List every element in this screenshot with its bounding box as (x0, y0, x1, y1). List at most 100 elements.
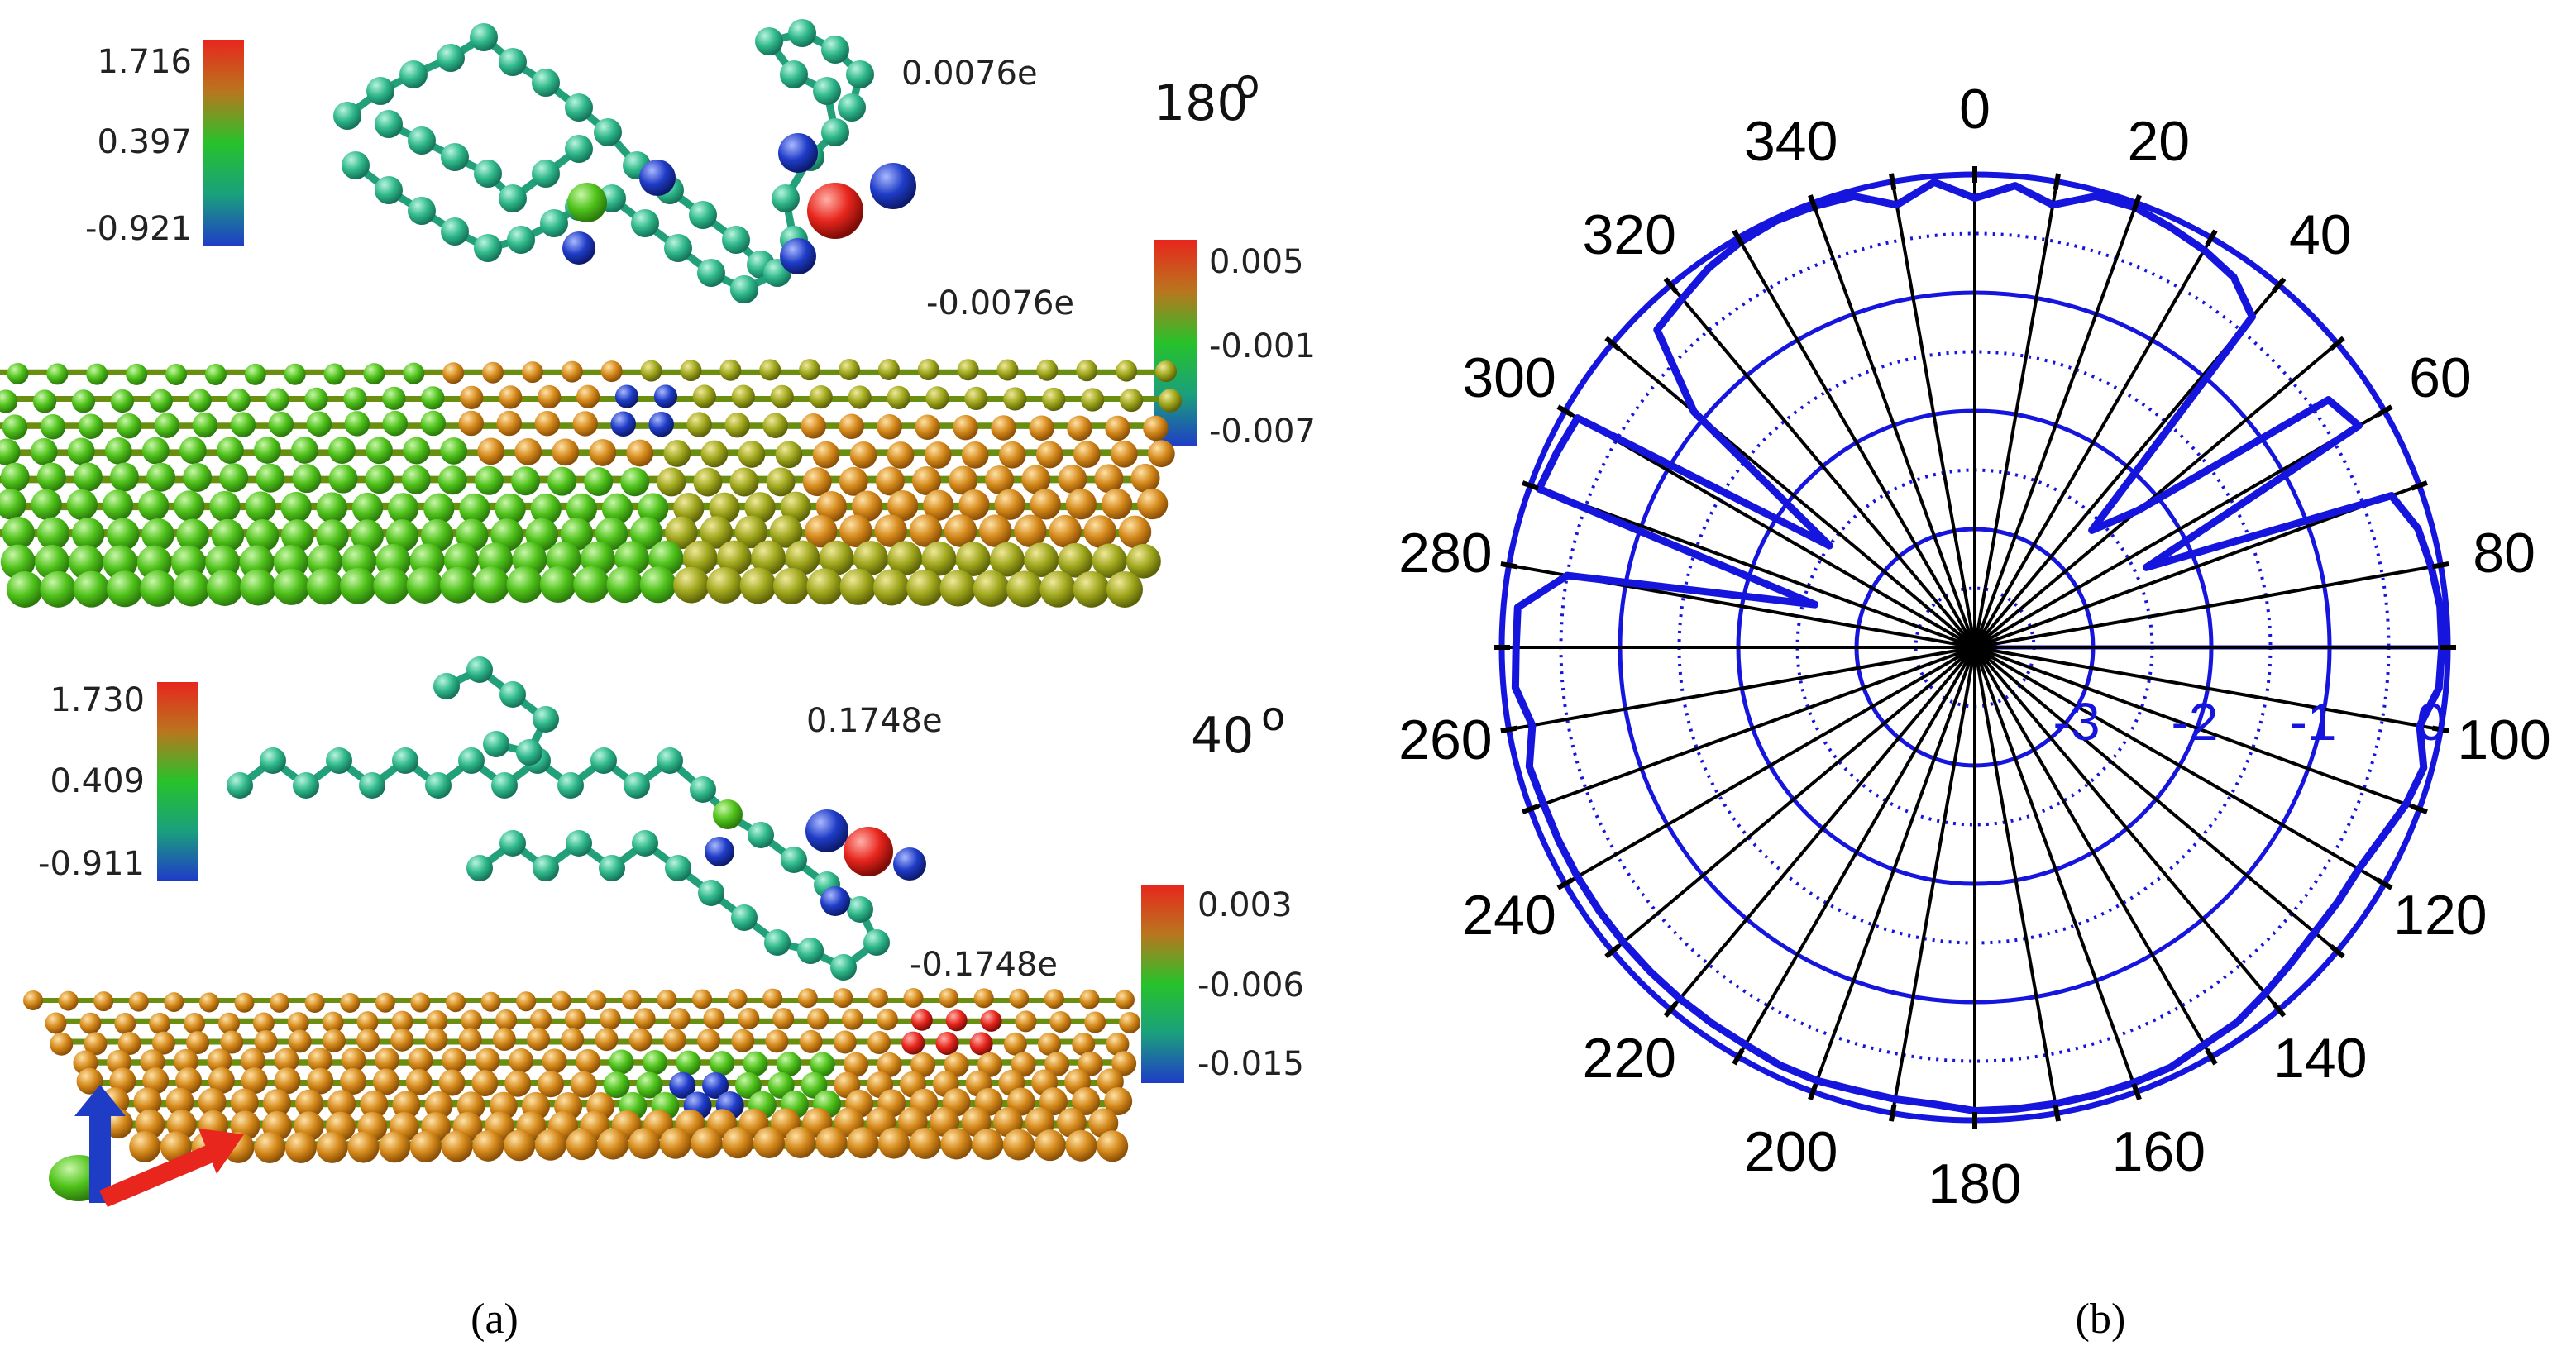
atom (697, 259, 725, 287)
atom (117, 1032, 141, 1056)
atom (306, 411, 332, 437)
atom (307, 1048, 332, 1073)
atom (1116, 360, 1138, 382)
atom (270, 992, 290, 1013)
atom (1115, 990, 1135, 1010)
atom (217, 1012, 240, 1034)
atom (1083, 515, 1117, 548)
atom (31, 489, 62, 520)
atom (991, 415, 1016, 441)
outer-tick-mark (1888, 173, 1897, 191)
angle-tick-label: 60 (2409, 346, 2472, 409)
atom (102, 489, 134, 521)
atom (1106, 1032, 1130, 1056)
atom (351, 492, 384, 524)
atom (606, 566, 643, 604)
spoke-line (1973, 236, 2213, 649)
spoke-line (1973, 646, 2339, 953)
atom (46, 363, 69, 385)
atom (557, 772, 584, 799)
atom (495, 1009, 518, 1031)
atom (682, 540, 718, 575)
atom (665, 516, 698, 550)
atom (534, 1129, 566, 1161)
atom (7, 362, 29, 384)
atom (777, 1052, 802, 1077)
atom (323, 363, 346, 385)
atom (706, 566, 743, 604)
atom (198, 992, 219, 1013)
atom (509, 1048, 534, 1073)
top-molecule-scale-min: -0.921 (85, 210, 192, 248)
spoke-line (1973, 181, 2059, 648)
atom (762, 988, 783, 1009)
atom (560, 518, 594, 551)
atom (692, 384, 716, 408)
atom (128, 991, 149, 1012)
spoke-line (1890, 647, 1976, 1114)
atom (821, 118, 849, 146)
radial-tick-label: -3 (2053, 692, 2100, 752)
spoke-line (1611, 646, 1976, 953)
bottom-graphene-sheet (23, 988, 1141, 1163)
atom (437, 44, 465, 72)
atom (870, 163, 916, 209)
atom (76, 1067, 103, 1095)
atom (964, 386, 988, 411)
atom (1006, 570, 1044, 608)
atom (408, 126, 436, 155)
atom (785, 540, 820, 575)
atom (565, 135, 593, 163)
atom (104, 437, 132, 465)
atom (780, 238, 816, 274)
atom (781, 847, 807, 873)
atom (208, 1067, 235, 1095)
top-molecule-charge: 0.0076e (901, 55, 1038, 93)
top-angle-label: 180 o (1154, 61, 1259, 132)
bottom-molecule-scale-mid: 0.409 (50, 762, 145, 800)
atom (254, 1131, 286, 1163)
bottom-surface-scale-max: 0.003 (1197, 886, 1293, 924)
atom (470, 23, 498, 51)
atom (0, 462, 30, 492)
atom (73, 462, 103, 492)
atom (566, 493, 597, 525)
atom (219, 463, 249, 493)
atom (657, 747, 683, 774)
outer-tick-mark (1522, 804, 1539, 814)
atom (764, 929, 791, 956)
atom (1036, 359, 1059, 381)
atom (1002, 1129, 1035, 1161)
outer-tick-mark (1808, 1083, 1818, 1100)
atom (466, 855, 493, 881)
spoke-line (1973, 647, 2139, 1093)
atom (183, 462, 213, 492)
atom (676, 1050, 701, 1076)
atom (473, 566, 510, 604)
atom (458, 1028, 482, 1052)
atom (805, 809, 848, 852)
atom (165, 1087, 194, 1116)
atom (697, 1029, 721, 1052)
atom (567, 183, 607, 222)
atom (804, 514, 838, 548)
atom (106, 570, 143, 608)
outer-tick-mark (1500, 561, 1518, 570)
atom (755, 27, 783, 55)
atom (507, 226, 535, 254)
atom (738, 441, 766, 468)
atom (1078, 1051, 1103, 1076)
atom (342, 151, 370, 179)
atom (849, 441, 877, 469)
spoke-line (1811, 202, 1976, 648)
panel-b: 0 20 40 60 80 100 120 140 160 180 200 220 240 260 280 3… (1398, 78, 2551, 1343)
atom (265, 388, 289, 412)
angle-tick-label: 140 (2273, 1027, 2367, 1090)
atom (648, 411, 674, 437)
atom (797, 938, 824, 964)
atom (209, 490, 241, 523)
atom (1009, 988, 1030, 1009)
atom (1029, 415, 1054, 441)
angle-tick-label: 200 (1744, 1120, 1838, 1183)
atom (700, 516, 733, 549)
